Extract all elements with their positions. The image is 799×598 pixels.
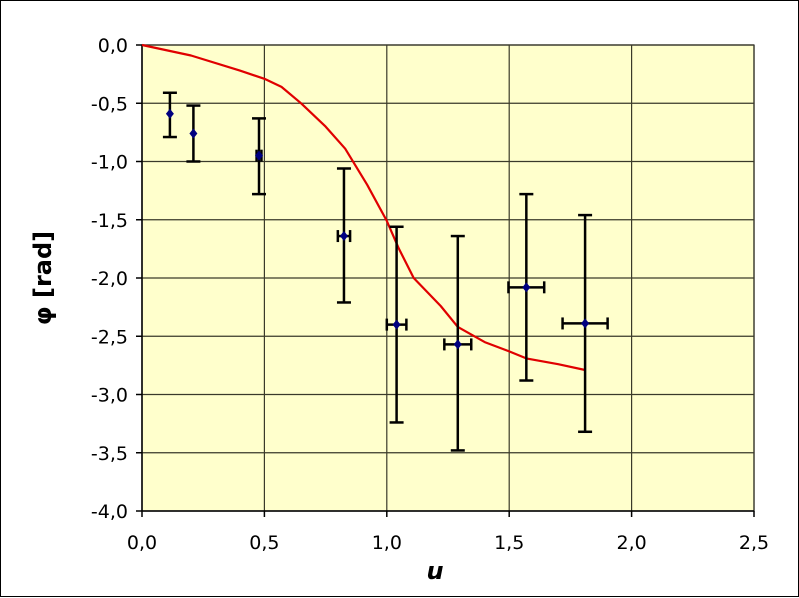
data-point (162, 91, 177, 139)
x-tick-label: 0,0 (127, 532, 157, 554)
y-tick-label: -2,0 (91, 268, 128, 290)
x-tick-label: 1,0 (372, 532, 402, 554)
diamond-marker-icon (255, 150, 264, 161)
x-tick-label: 0,5 (249, 532, 279, 554)
y-tick-label: -1,0 (91, 152, 128, 174)
data-point (336, 167, 352, 304)
y-tick-label: -1,5 (91, 210, 128, 232)
diamond-marker-icon (189, 128, 198, 139)
data-points (162, 91, 609, 452)
y-tick-label: -2,5 (91, 326, 128, 348)
x-tick-label: 2,5 (739, 532, 769, 554)
y-tick-label: -3,5 (91, 443, 128, 465)
y-tick-label: 0,0 (98, 35, 128, 57)
diamond-marker-icon (453, 339, 462, 350)
y-tick-label: -0,5 (91, 93, 128, 115)
diamond-marker-icon (522, 282, 531, 293)
model-line-path (141, 43, 586, 372)
x-axis-title: u (426, 557, 443, 585)
diamond-marker-icon (339, 231, 348, 242)
y-tick-label: -4,0 (91, 501, 128, 523)
x-tick-label: 1,5 (494, 532, 524, 554)
data-point (561, 213, 609, 434)
data-point (186, 104, 201, 163)
y-axis-ticks: 0,0 -0,5 -1,0 -1,5 -2,0 -2,5 -3,0 -3,5 -4,0 (91, 35, 142, 523)
data-point (507, 192, 546, 382)
diamond-marker-icon (165, 108, 174, 119)
data-point (385, 225, 408, 424)
diamond-marker-icon (392, 319, 401, 330)
data-point (443, 234, 473, 452)
x-tick-label: 2,0 (616, 532, 646, 554)
data-point (252, 117, 267, 196)
gridlines (142, 44, 755, 511)
diamond-marker-icon (581, 318, 590, 329)
model-curve (141, 43, 586, 372)
x-axis-ticks: 0,0 0,5 1,0 1,5 2,0 2,5 (127, 511, 769, 554)
y-tick-label: -3,0 (91, 385, 128, 407)
y-axis-title: φ [rad] (29, 231, 57, 325)
